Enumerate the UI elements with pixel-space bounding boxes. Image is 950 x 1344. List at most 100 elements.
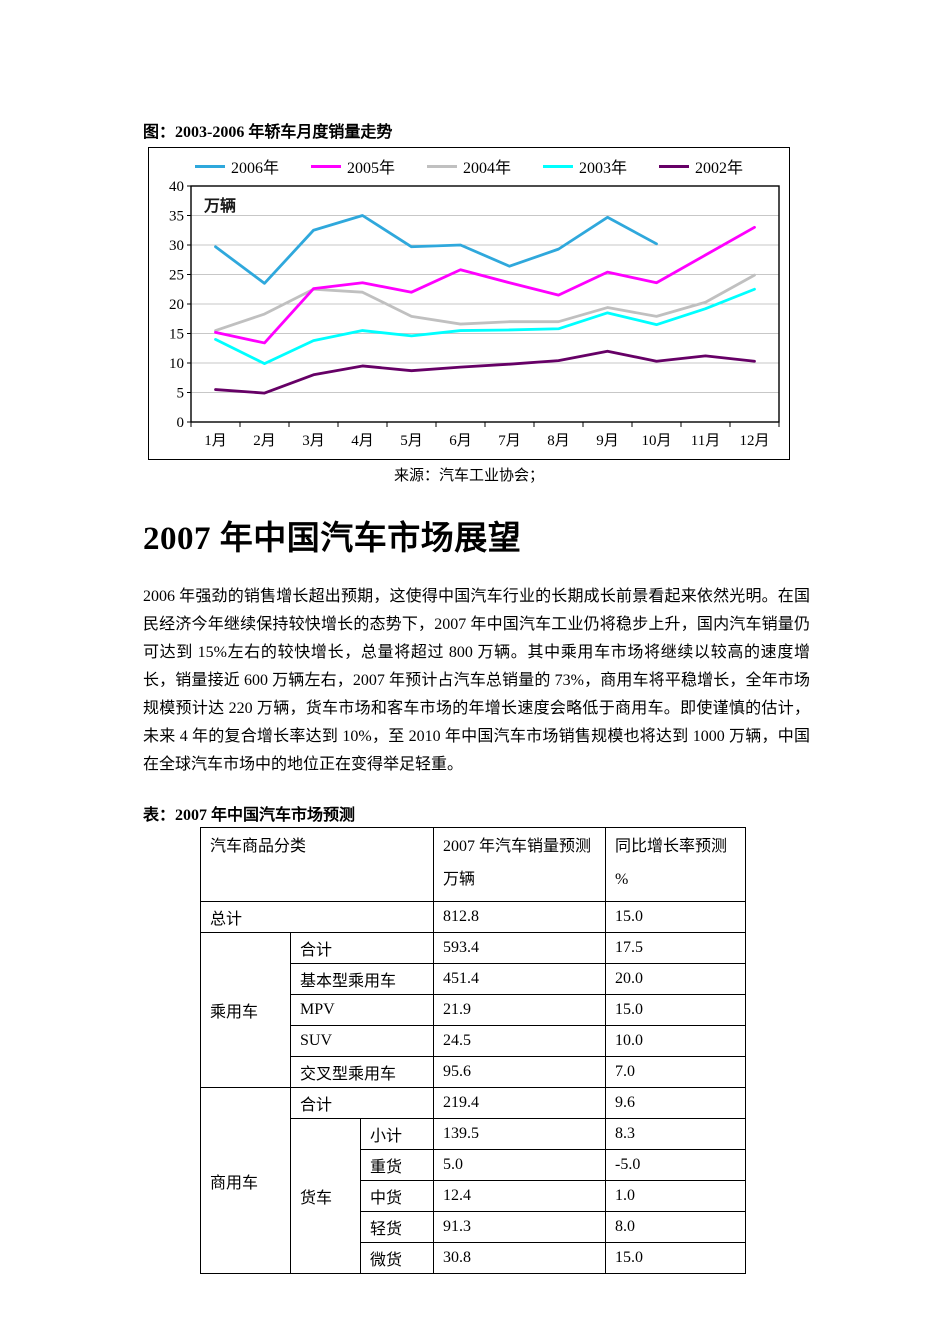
- cell-heavy-sales: 5.0: [433, 1149, 606, 1181]
- cell-basic-sales: 451.4: [433, 963, 606, 995]
- svg-text:8月: 8月: [547, 433, 570, 449]
- cell-cross-growth: 7.0: [605, 1056, 746, 1088]
- cell-cv-sum-growth: 9.6: [605, 1087, 746, 1119]
- cell-pv-sum-growth: 17.5: [605, 932, 746, 964]
- figure-title: 图：2003-2006 年轿车月度销量走势: [143, 124, 393, 141]
- sales-trend-chart: 2006年 2005年 2004年 2003年 2002年 0 5 10 15 20 25…: [148, 147, 790, 460]
- legend-label-2004: 2004年: [462, 160, 511, 177]
- legend-label-2005: 2005年: [346, 160, 395, 177]
- cell-total-sales: 812.8: [433, 901, 606, 933]
- cell-mpv-label: MPV: [290, 994, 434, 1026]
- cell-medium-growth: 1.0: [605, 1180, 746, 1212]
- cell-truck-sum-growth: 8.3: [605, 1118, 746, 1150]
- header-sales-line1: 2007 年汽车销量预测: [443, 838, 592, 855]
- cell-cv-sum-sales: 219.4: [433, 1087, 606, 1119]
- svg-text:5月: 5月: [400, 433, 423, 449]
- svg-text:6月: 6月: [449, 433, 472, 449]
- svg-text:25: 25: [169, 268, 184, 284]
- svg-text:9月: 9月: [596, 433, 619, 449]
- svg-text:35: 35: [169, 209, 184, 225]
- header-cell-sales: 2007 年汽车销量预测 万辆: [433, 827, 606, 902]
- table-row-cross: 交叉型乘用车 95.6 7.0: [201, 1056, 746, 1088]
- svg-text:1月: 1月: [204, 433, 227, 449]
- cell-mpv-sales: 21.9: [433, 994, 606, 1026]
- svg-text:30: 30: [169, 238, 184, 254]
- legend-line-swatch-2003: [543, 164, 573, 168]
- cell-pv-sum-label: 合计: [290, 932, 434, 964]
- cell-mini-sales: 30.8: [433, 1242, 606, 1274]
- legend-line-swatch-2002: [659, 164, 690, 168]
- legend-line-swatch-2005: [310, 164, 341, 168]
- svg-text:40: 40: [169, 180, 184, 195]
- table-row-mini: 微货 30.8 15.0: [201, 1242, 746, 1274]
- header-category-label: 汽车商品分类: [210, 838, 307, 855]
- cell-truck-group: 货车: [290, 1118, 361, 1274]
- svg-text:10: 10: [169, 356, 184, 372]
- table-row-cv-sum: 商用车 合计 219.4 9.6: [200, 1087, 746, 1274]
- cell-mpv-growth: 15.0: [605, 994, 746, 1026]
- cell-pv-sum-sales: 593.4: [433, 932, 606, 964]
- cell-cv-group: 商用车: [200, 1087, 291, 1274]
- legend-label-2002: 2002年: [695, 160, 744, 177]
- legend-line-swatch-2004: [426, 164, 457, 168]
- cell-truck-sum-label: 小计: [360, 1118, 434, 1150]
- cell-total-label: 总计: [200, 901, 434, 933]
- legend-item-2006: 2006年: [194, 154, 279, 178]
- svg-text:3月: 3月: [302, 433, 325, 449]
- chart-plot-area: 0 5 10 15 20 25 30 35 40 1月 2月 3月 4月 5月 6月 7月 8月 9月 10月 11月…: [149, 179, 789, 457]
- legend-line-swatch-2006: [194, 164, 225, 168]
- legend-label-2006: 2006年: [230, 160, 279, 177]
- header-growth-line2: %: [615, 871, 629, 888]
- table-row-truck-sum: 货车 小计 139.5 8.3: [201, 1118, 746, 1274]
- table-title: 表：2007 年中国汽车市场预测: [143, 807, 356, 824]
- header-cell-growth: 同比增长率预测 %: [605, 827, 746, 902]
- article-paragraph: 2006 年强劲的销售增长超出预期，这使得中国汽车行业的长期成长前景看起来依然光…: [143, 588, 810, 773]
- article-heading: 2007 年中国汽车市场展望: [143, 521, 522, 557]
- cell-heavy-growth: -5.0: [605, 1149, 746, 1181]
- svg-text:5: 5: [177, 386, 185, 402]
- svg-text:2月: 2月: [253, 433, 276, 449]
- svg-text:万辆: 万辆: [203, 196, 236, 215]
- legend-item-2004: 2004年: [426, 154, 511, 178]
- figure-source: 来源：汽车工业协会；: [393, 468, 544, 484]
- cell-basic-label: 基本型乘用车: [290, 963, 434, 995]
- header-cell-category: 汽车商品分类: [200, 827, 434, 902]
- cell-cross-sales: 95.6: [433, 1056, 606, 1088]
- cell-mini-growth: 15.0: [605, 1242, 746, 1274]
- cell-light-sales: 91.3: [433, 1211, 606, 1243]
- cell-medium-sales: 12.4: [433, 1180, 606, 1212]
- cell-truck-sum-sales: 139.5: [433, 1118, 606, 1150]
- cell-total-growth: 15.0: [605, 901, 746, 933]
- svg-text:7月: 7月: [498, 433, 521, 449]
- svg-text:11月: 11月: [691, 433, 720, 449]
- table-row-suv: SUV 24.5 10.0: [201, 1025, 746, 1057]
- svg-text:0: 0: [177, 415, 185, 431]
- svg-text:20: 20: [169, 297, 184, 313]
- header-sales-line2: 万辆: [443, 871, 476, 888]
- table-row-total: 总计 812.8 15.0: [200, 901, 746, 933]
- svg-text:10月: 10月: [641, 433, 671, 449]
- cell-basic-growth: 20.0: [605, 963, 746, 995]
- forecast-table: 汽车商品分类 2007 年汽车销量预测 万辆 同比增长率预测 % 总计 812.…: [200, 827, 746, 1274]
- legend-item-2002: 2002年: [659, 154, 743, 178]
- legend-item-2003: 2003年: [543, 154, 627, 178]
- cell-pv-group: 乘用车: [200, 932, 291, 1088]
- cell-medium-label: 中货: [360, 1180, 434, 1212]
- header-growth-line1: 同比增长率预测: [615, 838, 728, 855]
- table-row-pv-sum: 乘用车 合计 593.4 17.5: [200, 932, 746, 1088]
- cell-suv-growth: 10.0: [605, 1025, 746, 1057]
- table-header-row: 汽车商品分类 2007 年汽车销量预测 万辆 同比增长率预测 %: [200, 827, 746, 902]
- legend-label-2003: 2003年: [579, 160, 628, 177]
- legend-item-2005: 2005年: [310, 154, 395, 178]
- cell-suv-label: SUV: [290, 1025, 434, 1057]
- svg-text:12月: 12月: [739, 433, 769, 449]
- table-row-mpv: MPV 21.9 15.0: [201, 994, 746, 1026]
- table-row-medium: 中货 12.4 1.0: [201, 1180, 746, 1212]
- table-row-basic: 基本型乘用车 451.4 20.0: [201, 963, 746, 995]
- chart-legend: 2006年 2005年 2004年 2003年 2002年: [149, 148, 789, 180]
- cell-cross-label: 交叉型乘用车: [290, 1056, 434, 1088]
- cell-light-growth: 8.0: [605, 1211, 746, 1243]
- document-page: 图：2003-2006 年轿车月度销量走势 2006年 2005年 2004年 …: [143, 124, 810, 1274]
- table-row-heavy: 重货 5.0 -5.0: [201, 1149, 746, 1181]
- cell-heavy-label: 重货: [360, 1149, 434, 1181]
